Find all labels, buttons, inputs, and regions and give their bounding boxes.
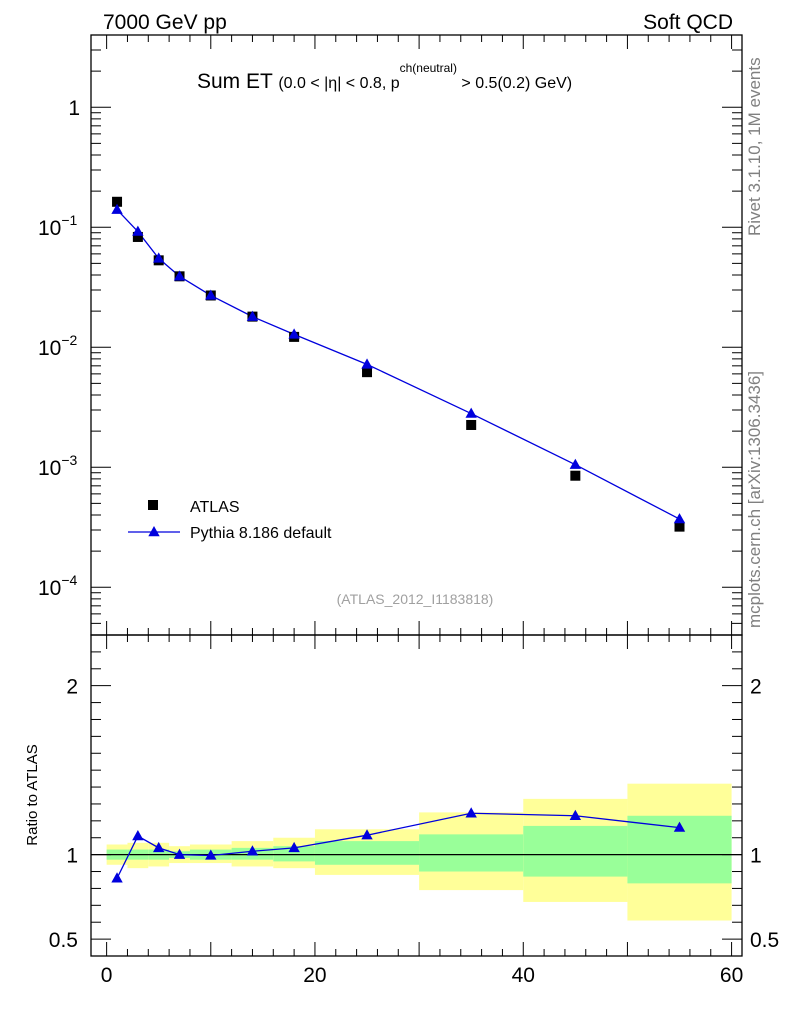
atlas-point: [466, 419, 477, 430]
x-axis-ticks: [106, 35, 733, 956]
atlas-point: [570, 470, 581, 481]
x-tick-label: 40: [512, 964, 535, 987]
chart-title: Sum ET (0.0 < |η| < 0.8, pch(neutral) > …: [197, 61, 572, 93]
ratio-point: [569, 809, 582, 820]
ratio-y-tick-label: 2: [66, 676, 78, 699]
y-tick-label: 10−4: [38, 572, 78, 600]
ratio-point: [111, 872, 123, 883]
header-right: Soft QCD: [643, 11, 733, 34]
header-left: 7000 GeV pp: [103, 11, 227, 34]
y-tick-label: 10−2: [38, 332, 78, 360]
ratio-y-axis-label: Ratio to ATLAS: [24, 744, 41, 845]
main-plot-frame: [90, 34, 743, 636]
ratio-point: [173, 848, 186, 859]
pythia-point: [153, 252, 165, 263]
mcplots-label: mcplots.cern.ch [arXiv:1306.3436]: [745, 371, 764, 628]
legend-pythia-marker: [148, 526, 160, 537]
stat-uncertainty-band: [419, 834, 524, 872]
ratio-point: [132, 830, 144, 841]
pythia-point: [288, 328, 300, 339]
pythia-point: [173, 270, 186, 281]
pythia-point: [246, 310, 259, 321]
x-tick-label: 60: [720, 964, 743, 987]
ratio-y-tick-label-right: 2: [750, 676, 762, 699]
ratio-y-tick-label: 0.5: [49, 929, 78, 952]
ratio-point: [153, 841, 165, 853]
stat-uncertainty-band: [273, 846, 315, 862]
ratio-bands: [106, 783, 732, 921]
pythia-point: [361, 358, 373, 369]
ratio-plot-frame: [90, 634, 743, 957]
x-tick-label: 0: [101, 964, 113, 987]
pythia-point: [673, 513, 686, 524]
legend-atlas-marker: [148, 500, 158, 510]
pythia-point: [205, 289, 217, 300]
atlas-point: [112, 196, 123, 207]
legend-pythia-label: Pythia 8.186 default: [190, 525, 332, 542]
y-tick-label: 10−1: [38, 212, 78, 240]
x-tick-label: 20: [303, 964, 326, 987]
atlas-point: [132, 231, 143, 242]
ratio-point: [465, 807, 477, 818]
y-tick-label: 10−3: [38, 452, 78, 480]
ratio-point: [205, 849, 217, 860]
ratio-point: [288, 841, 300, 853]
pythia-point: [111, 203, 123, 214]
legend-atlas-label: ATLAS: [190, 499, 240, 516]
stat-uncertainty-band: [314, 841, 420, 865]
ratio-point: [361, 829, 373, 840]
ratio-point: [673, 821, 686, 832]
rivet-label: Rivet 3.1.10, 1M events: [745, 57, 764, 236]
ratio-point: [246, 845, 259, 856]
pythia-point: [569, 458, 582, 469]
ratio-y-tick-label-right: 0.5: [750, 929, 779, 952]
y-tick-label: 1: [68, 97, 80, 120]
pythia-point: [465, 407, 477, 418]
ratio-y-axis-ticks: [91, 634, 742, 957]
pythia-point: [132, 225, 144, 236]
atlas-point: [674, 521, 685, 532]
ratio-y-tick-label: 1: [66, 845, 78, 868]
analysis-watermark: (ATLAS_2012_I1183818): [337, 591, 494, 607]
pythia-line: [116, 209, 680, 520]
atlas-point: [362, 367, 373, 378]
ratio-y-tick-label-right: 1: [750, 845, 762, 868]
stat-uncertainty-band: [523, 825, 628, 877]
y-axis-ticks: [91, 34, 742, 636]
